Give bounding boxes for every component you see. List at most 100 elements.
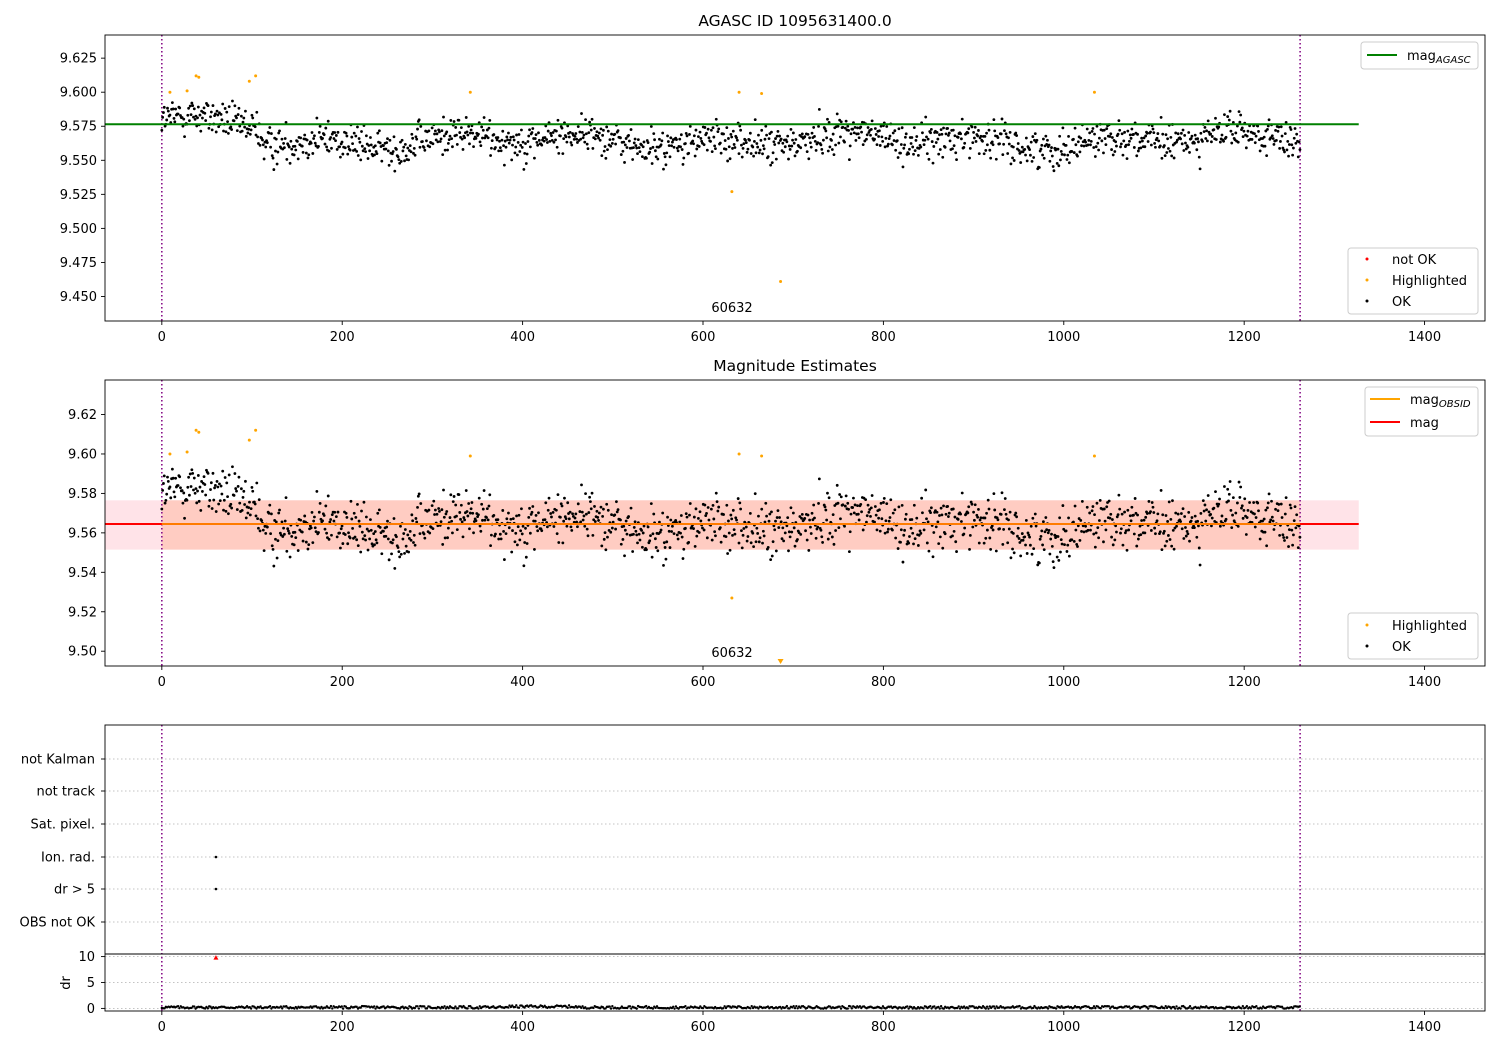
ok-point [485, 507, 489, 511]
ok-point [360, 130, 363, 133]
ok-point [1298, 535, 1302, 539]
ok-point [173, 120, 177, 124]
ok-point [937, 152, 941, 156]
ok-point [333, 131, 337, 134]
ok-point [879, 124, 883, 128]
ok-point [827, 496, 831, 500]
ok-point [912, 503, 916, 507]
ok-point [1141, 139, 1144, 143]
ok-point [1057, 164, 1061, 168]
ok-point [522, 167, 526, 171]
ok-point [186, 485, 190, 489]
ok-point [595, 509, 599, 513]
ok-point [659, 143, 663, 147]
ok-point [173, 495, 177, 499]
ok-point [936, 520, 940, 524]
ok-point [746, 535, 750, 538]
ok-point [1072, 137, 1075, 141]
ok-point [517, 513, 521, 517]
ok-point [329, 136, 333, 139]
ok-point [1162, 529, 1166, 533]
ok-point [513, 151, 517, 155]
ok-point [390, 552, 393, 556]
ok-point [962, 532, 966, 536]
dr-point [517, 1006, 521, 1010]
ok-point [248, 500, 251, 504]
ok-point [485, 128, 489, 132]
ok-point [606, 148, 609, 151]
ok-point [749, 152, 753, 155]
ok-point [170, 101, 174, 105]
highlighted-point [1092, 454, 1096, 458]
ok-point [1297, 524, 1301, 528]
ok-point [1248, 501, 1251, 504]
ok-point [552, 525, 556, 528]
ok-point [808, 518, 812, 522]
ok-point [1294, 526, 1298, 530]
ok-point [1115, 515, 1119, 519]
x-tick-label: 600 [691, 330, 716, 345]
ok-point [1210, 140, 1213, 144]
ok-point [1118, 507, 1122, 511]
ok-point [461, 535, 465, 539]
ok-point [787, 157, 790, 161]
ok-point [461, 148, 465, 151]
ok-point [277, 511, 281, 515]
ok-point [648, 539, 652, 543]
ok-point [202, 106, 206, 110]
ok-point [688, 502, 692, 505]
ok-point [306, 547, 310, 551]
highlighted-point [737, 90, 741, 94]
dr-point [651, 1007, 655, 1010]
ok-point [737, 152, 741, 156]
ok-point [1262, 135, 1266, 139]
ok-point [591, 147, 595, 150]
ok-point [244, 479, 247, 483]
dr-point [447, 1006, 450, 1010]
ok-point [1028, 535, 1031, 539]
y-tick-label: 9.54 [68, 566, 97, 581]
ok-point [927, 549, 931, 553]
ok-point [946, 504, 950, 508]
ok-point [633, 137, 637, 141]
ok-point [919, 145, 923, 149]
ok-point [221, 102, 225, 106]
dr-point [846, 1007, 849, 1010]
ok-point [1032, 156, 1036, 159]
ok-point [894, 148, 898, 152]
ok-point [489, 544, 492, 548]
ok-point [702, 528, 706, 532]
ok-point [635, 146, 639, 150]
ok-point [160, 128, 164, 132]
ok-point [929, 511, 932, 515]
ok-point [414, 135, 418, 139]
ok-point [160, 507, 164, 511]
ok-point [232, 119, 236, 123]
ok-point [237, 106, 241, 110]
ok-point [514, 145, 518, 149]
dr-point [838, 1005, 841, 1008]
ok-point [873, 505, 877, 508]
ok-point [239, 487, 243, 491]
x-tick-label: 800 [871, 675, 896, 690]
ok-point [614, 142, 617, 146]
ok-point [521, 524, 525, 528]
ok-point [654, 155, 658, 159]
highlighted-point [197, 430, 201, 434]
ok-point [724, 147, 728, 151]
ok-point [397, 550, 401, 554]
ok-point [1033, 512, 1037, 516]
ok-point [1042, 156, 1046, 160]
ok-point [666, 140, 670, 143]
ok-point [179, 114, 182, 117]
ok-point [800, 132, 804, 136]
ok-point [827, 121, 831, 124]
legend-mag-agasc-sub: AGASC [1435, 55, 1471, 66]
ok-point [1016, 526, 1020, 530]
dr-point [604, 1007, 607, 1010]
ok-point [1089, 139, 1093, 143]
ok-point [789, 506, 793, 510]
ok-point [611, 520, 615, 524]
ok-point [824, 508, 828, 512]
ok-point [951, 147, 954, 151]
